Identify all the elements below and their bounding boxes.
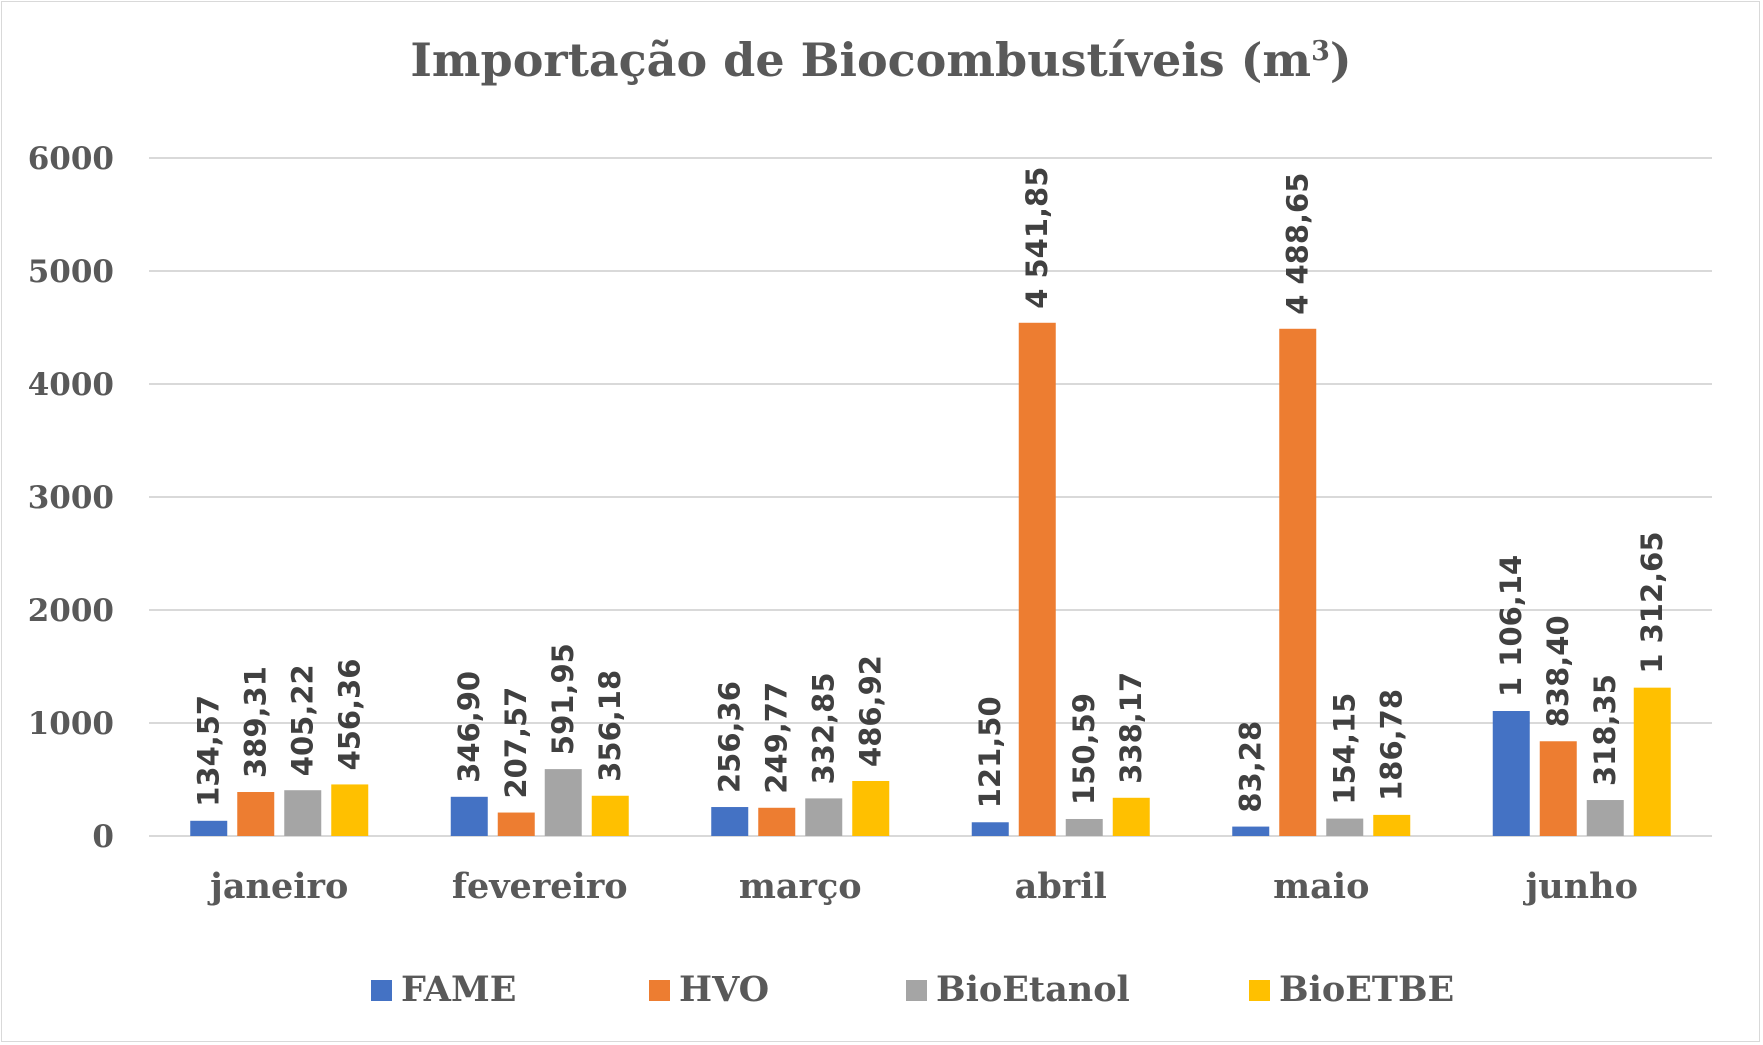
data-label: 838,40 — [1541, 615, 1575, 727]
y-tick-label: 4000 — [28, 367, 114, 403]
data-label: 405,22 — [286, 664, 320, 776]
x-tick-label: junho — [1523, 866, 1638, 907]
data-label: 346,90 — [452, 671, 486, 783]
bar-fame-5 — [1232, 826, 1270, 836]
data-label: 4 488,65 — [1281, 173, 1315, 315]
data-label: 338,17 — [1114, 672, 1148, 784]
bar-bioetbe-2 — [591, 795, 629, 836]
bar-bioetbe-4 — [1112, 797, 1150, 836]
x-axis-ticks: janeiro fevereiro março abril maio junho — [207, 866, 1638, 907]
y-tick-label: 0 — [92, 819, 114, 855]
data-label: 389,31 — [239, 666, 273, 778]
legend-swatch-bioetbe — [1249, 980, 1270, 1001]
data-label: 134,57 — [192, 695, 226, 807]
bar-bioetbe-3 — [852, 780, 890, 836]
y-tick-label: 2000 — [28, 593, 114, 629]
bar-hvo-4 — [1018, 322, 1056, 836]
data-label: 121,50 — [973, 696, 1007, 808]
bar-fame-1 — [190, 820, 228, 836]
bar-fame-6 — [1492, 711, 1530, 836]
y-tick-label: 3000 — [28, 480, 114, 516]
data-label: 154,15 — [1328, 693, 1362, 805]
bar-bioetbe-6 — [1633, 687, 1671, 836]
bar-hvo-5 — [1279, 328, 1317, 836]
chart-title-text: Importação de Biocombustíveis (m — [410, 33, 1311, 87]
data-label: 1 312,65 — [1635, 531, 1669, 673]
y-tick-label: 5000 — [28, 254, 114, 290]
legend-swatch-bioetanol — [906, 980, 927, 1001]
legend-label-bioetbe: BioETBE — [1279, 969, 1454, 1010]
x-tick-label: fevereiro — [452, 866, 628, 907]
y-axis-ticks: 0 1000 2000 3000 4000 5000 6000 — [28, 141, 114, 855]
data-label: 456,36 — [333, 659, 367, 771]
y-tick-label: 1000 — [28, 706, 114, 742]
bar-bioetanol-4 — [1065, 818, 1103, 836]
data-label: 332,85 — [807, 672, 841, 784]
bar-bioetbe-5 — [1373, 814, 1411, 836]
bar-bioetanol-5 — [1326, 818, 1364, 836]
data-labels: 134,57 389,31 405,22 456,36 346,90 207,57 591,… — [192, 167, 1670, 813]
bar-hvo-2 — [497, 812, 535, 836]
data-label: 318,35 — [1588, 674, 1622, 786]
data-label: 256,36 — [713, 681, 747, 793]
bar-fame-2 — [450, 796, 488, 836]
legend-label-hvo: HVO — [679, 969, 769, 1010]
data-label: 249,77 — [760, 682, 794, 794]
x-tick-label: janeiro — [207, 866, 348, 907]
bar-hvo-1 — [237, 792, 275, 836]
chart-title: Importação de Biocombustíveis (m3) — [410, 33, 1351, 87]
bar-bioetanol-2 — [544, 769, 582, 836]
bar-hvo-3 — [758, 807, 796, 836]
legend-swatch-hvo — [649, 980, 670, 1001]
bar-fame-3 — [711, 807, 749, 836]
data-label: 486,92 — [854, 655, 888, 767]
data-label: 186,78 — [1375, 689, 1409, 801]
bars — [190, 322, 1671, 836]
legend-label-fame: FAME — [401, 969, 516, 1010]
data-label: 150,59 — [1067, 693, 1101, 805]
bar-bioetanol-1 — [284, 790, 322, 836]
data-label: 591,95 — [546, 643, 580, 755]
gridlines — [149, 157, 1712, 837]
legend-label-bioetanol: BioEtanol — [936, 969, 1130, 1010]
data-label: 356,18 — [593, 670, 627, 782]
legend: FAME HVO BioEtanol BioETBE — [371, 969, 1454, 1010]
y-tick-label: 6000 — [28, 141, 114, 177]
x-tick-label: abril — [1015, 866, 1107, 907]
legend-swatch-fame — [371, 980, 392, 1001]
x-tick-label: maio — [1273, 866, 1369, 907]
data-label: 207,57 — [499, 687, 533, 799]
x-tick-label: março — [739, 866, 862, 907]
bar-bioetbe-1 — [331, 784, 369, 836]
bar-bioetanol-6 — [1586, 800, 1624, 836]
bar-bioetanol-3 — [805, 798, 843, 836]
data-label: 1 106,14 — [1494, 555, 1528, 697]
data-label: 4 541,85 — [1020, 167, 1054, 309]
chart-title-superscript: 3 — [1311, 36, 1330, 67]
data-label: 83,28 — [1234, 721, 1268, 813]
bar-hvo-6 — [1539, 741, 1577, 836]
bar-fame-4 — [971, 822, 1009, 836]
chart-title-suffix: ) — [1330, 33, 1352, 87]
